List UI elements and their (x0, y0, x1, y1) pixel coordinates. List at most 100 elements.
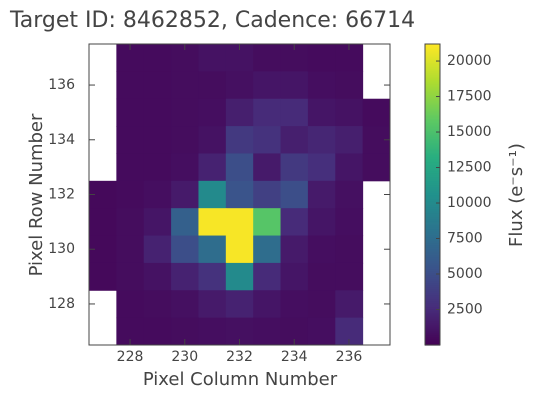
heatmap-cell (171, 290, 199, 319)
colorbar-segment (425, 248, 440, 252)
heatmap-cell (143, 44, 172, 72)
colorbar-tick-label: 12500 (447, 160, 492, 176)
colorbar-segment (425, 164, 440, 168)
heatmap-cell (198, 71, 227, 100)
heatmap-cell (253, 180, 282, 209)
colorbar-segment (425, 318, 440, 322)
colorbar-segment (425, 306, 440, 310)
colorbar-segment (425, 212, 440, 216)
heatmap-cell (280, 262, 309, 291)
heatmap-cell (335, 180, 364, 209)
heatmap-cell (307, 71, 336, 100)
heatmap-cell (116, 98, 145, 127)
colorbar-segment (425, 134, 440, 137)
heatmap-cell (143, 126, 172, 154)
colorbar-segment (425, 136, 440, 139)
heatmap-cell (253, 235, 282, 264)
heatmap-cell (143, 235, 172, 264)
heatmap-cell (225, 71, 254, 100)
colorbar-segment (425, 276, 440, 280)
colorbar-segment (425, 196, 440, 200)
heatmap-cell (171, 126, 199, 154)
heatmap-cell (280, 208, 309, 237)
heatmap-cell (307, 262, 336, 291)
heatmap-cell (253, 317, 282, 346)
heatmap-cell (116, 208, 145, 237)
colorbar-segment (425, 188, 440, 192)
colorbar-segment (425, 264, 440, 268)
colorbar-segment (425, 326, 440, 330)
colorbar-tick-label: 5000 (447, 266, 483, 282)
colorbar-segment (425, 300, 440, 304)
heatmap-cell (143, 98, 172, 127)
colorbar-tick-label: 2500 (447, 302, 483, 318)
colorbar-segment (425, 90, 440, 93)
colorbar-segment (425, 246, 440, 250)
heatmap-cell (171, 208, 199, 237)
heatmap-cell (198, 44, 227, 72)
colorbar-segment (425, 86, 440, 89)
colorbar-segment (425, 190, 440, 194)
colorbar-segment (425, 202, 440, 206)
colorbar-segment (425, 172, 440, 176)
x-tick-label: 232 (226, 349, 253, 365)
colorbar-segment (425, 240, 440, 244)
colorbar-segment (425, 104, 440, 107)
colorbar-segment (425, 320, 440, 324)
colorbar-segment (425, 92, 440, 95)
colorbar-segment (425, 94, 440, 97)
colorbar-segment (425, 218, 440, 222)
colorbar-segment (425, 180, 440, 184)
heatmap-cell (335, 235, 364, 264)
colorbar-segment (425, 110, 440, 113)
colorbar-segment (425, 144, 440, 147)
x-tick-label: 228 (117, 349, 144, 365)
heatmap-cell (253, 290, 282, 319)
colorbar-segment (425, 282, 440, 286)
colorbar-segment (425, 120, 440, 123)
colorbar-segment (425, 252, 440, 256)
colorbar-segment (425, 272, 440, 276)
colorbar-segment (425, 114, 440, 117)
heatmap-cell (280, 180, 309, 209)
heatmap-cell (362, 98, 391, 127)
colorbar-segment (425, 316, 440, 320)
heatmap-cell (171, 98, 199, 127)
colorbar-segment (425, 160, 440, 163)
colorbar-segment (425, 108, 440, 111)
heatmap-cell (253, 44, 282, 72)
colorbar-segment (425, 178, 440, 182)
heatmap-cell (116, 126, 145, 154)
colorbar-segment (425, 194, 440, 198)
colorbar-segment (425, 150, 440, 153)
colorbar-segment (425, 224, 440, 228)
colorbar-segment (425, 274, 440, 278)
colorbar-segment (425, 152, 440, 155)
colorbar-segment (425, 158, 440, 161)
heatmap-cell (116, 235, 145, 264)
colorbar-segment (425, 214, 440, 218)
colorbar-segment (425, 184, 440, 188)
colorbar-segment (425, 322, 440, 326)
heatmap-cell (335, 290, 364, 319)
colorbar-segment (425, 52, 440, 55)
colorbar-segment (425, 200, 440, 204)
colorbar-segment (425, 192, 440, 196)
colorbar-segment (425, 112, 440, 115)
colorbar-segment (425, 80, 440, 83)
colorbar-segment (425, 60, 440, 63)
colorbar-segment (425, 210, 440, 214)
heatmap-cell (280, 290, 309, 319)
colorbar-segment (425, 128, 440, 131)
heatmap-cell (198, 180, 227, 209)
colorbar-segment (425, 294, 440, 298)
colorbar-segment (425, 250, 440, 254)
heatmap-cell (116, 71, 145, 100)
heatmap-cell (335, 126, 364, 154)
colorbar-segment (425, 72, 440, 75)
colorbar-segment (425, 76, 440, 79)
colorbar-segment (425, 96, 440, 99)
heatmap-cell (198, 317, 227, 346)
heatmap-cell (307, 208, 336, 237)
colorbar-segment (425, 334, 440, 338)
